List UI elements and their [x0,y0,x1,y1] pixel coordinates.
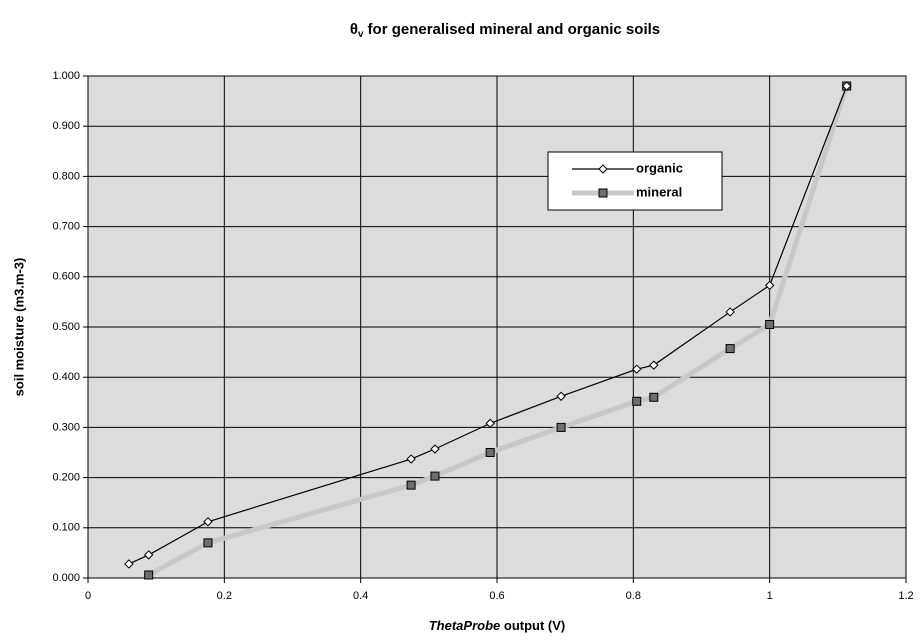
x-tick-label: 0.2 [217,590,232,602]
y-tick-label: 0.100 [52,522,80,534]
marker [765,319,775,329]
marker [485,448,495,457]
y-tick-label: 0.200 [52,472,80,484]
plot-border [87,75,907,579]
x-tick-label: 1.2 [898,590,913,602]
y-tick-label: 0.300 [52,421,80,433]
marker [598,188,608,198]
marker [725,307,735,317]
marker [632,364,642,374]
legend-label: mineral [636,184,682,199]
marker [725,344,735,354]
x-tick-label: 0.6 [489,590,504,602]
marker [841,81,852,91]
marker [485,418,495,429]
y-tick-label: 0.700 [52,221,80,233]
x-label-italic: ThetaProbe [429,618,501,633]
y-tick-label: 0.000 [52,572,80,584]
y-tick-label: 0.600 [52,271,80,283]
marker [556,391,566,401]
marker [632,396,642,406]
marker [203,538,213,548]
marker [430,444,440,454]
x-label-text: output (V) [504,618,565,633]
x-tick-label: 0.8 [626,590,641,602]
x-tick-label: 1 [767,590,773,602]
x-tick-label: 0.4 [353,590,368,602]
y-tick-label: 0.500 [52,321,80,333]
x-tick-label: 0 [85,590,91,602]
marker [649,392,659,402]
y-tick-label: 0.400 [52,371,80,383]
marker [406,480,416,490]
title-subscript: v [358,29,364,40]
y-tick-label: 0.900 [52,120,80,132]
marker [649,360,659,370]
marker [430,471,440,481]
y-tick-label: 1.000 [52,70,80,82]
title-text: for generalised mineral and organic soil… [368,21,661,38]
marker [556,422,566,432]
marker [764,280,775,291]
series-line [128,85,848,565]
x-axis-label: ThetaProbe output (V) [429,618,566,633]
chart-title: θv for generalised mineral and organic so… [350,21,660,40]
y-tick-label: 0.800 [52,170,80,182]
title-symbol: θ [350,21,358,38]
marker [406,454,416,464]
marker [144,570,154,580]
marker [598,164,608,174]
marker [143,550,154,560]
legend-label: organic [636,160,683,175]
marker [203,517,213,527]
legend-box [547,151,723,211]
marker [124,559,134,569]
y-axis-label: soil moisture (m3.m-3) [11,258,26,397]
